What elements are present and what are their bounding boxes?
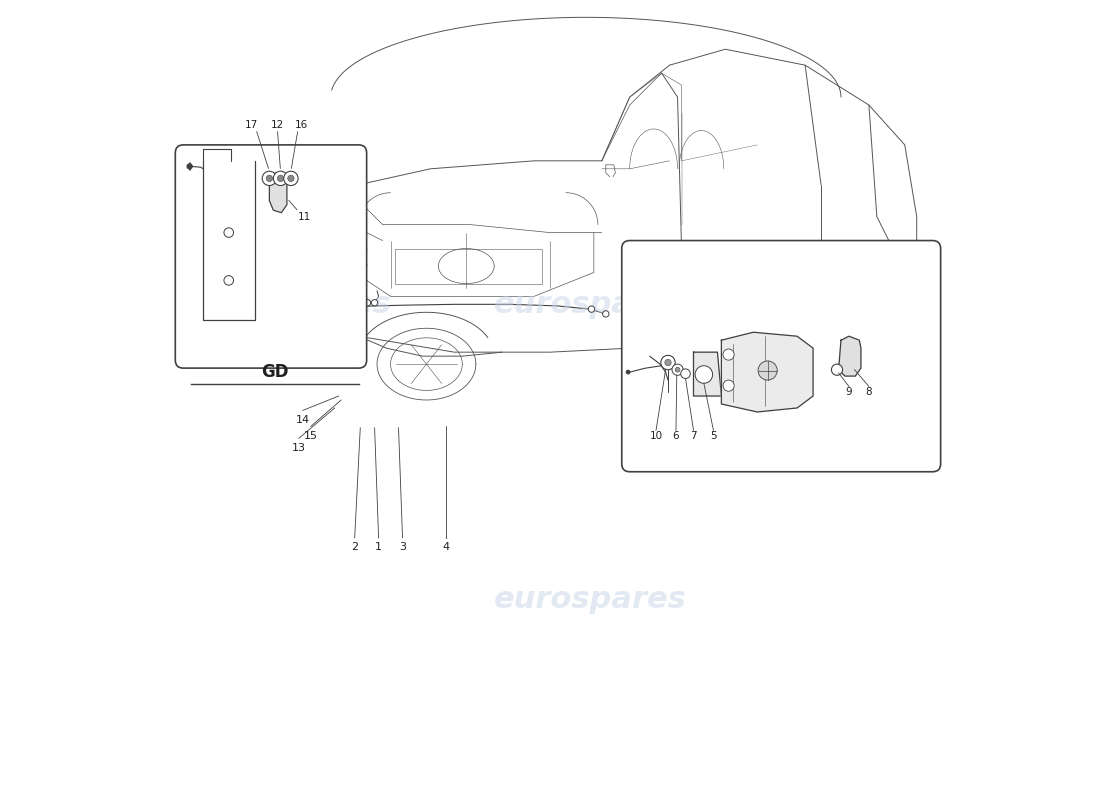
Circle shape — [723, 349, 734, 360]
Text: eurospares: eurospares — [198, 290, 392, 319]
Circle shape — [672, 364, 683, 375]
Text: 2: 2 — [351, 542, 359, 553]
Circle shape — [626, 370, 630, 374]
Circle shape — [661, 355, 675, 370]
Circle shape — [274, 171, 288, 186]
Polygon shape — [838, 336, 861, 376]
Circle shape — [364, 299, 371, 306]
Text: GD: GD — [261, 363, 288, 381]
Text: 11: 11 — [298, 212, 311, 222]
Circle shape — [277, 175, 284, 182]
Circle shape — [352, 299, 358, 306]
Circle shape — [832, 364, 843, 375]
Circle shape — [358, 299, 364, 306]
Polygon shape — [722, 332, 813, 412]
Text: 8: 8 — [866, 387, 872, 397]
Text: 13: 13 — [292, 443, 306, 453]
Text: 3: 3 — [399, 542, 406, 553]
Text: 12: 12 — [271, 120, 284, 130]
Text: 1: 1 — [375, 542, 382, 553]
Circle shape — [284, 171, 298, 186]
Circle shape — [224, 228, 233, 238]
Text: 16: 16 — [295, 120, 308, 130]
Text: 14: 14 — [296, 415, 310, 425]
Circle shape — [603, 310, 609, 317]
Polygon shape — [693, 352, 722, 396]
Text: 5: 5 — [711, 431, 717, 441]
Circle shape — [266, 175, 273, 182]
Circle shape — [723, 380, 734, 391]
Circle shape — [664, 359, 671, 366]
FancyBboxPatch shape — [621, 241, 940, 472]
Circle shape — [758, 361, 778, 380]
Circle shape — [681, 369, 691, 378]
Circle shape — [675, 367, 680, 372]
Polygon shape — [270, 173, 287, 213]
Circle shape — [262, 171, 276, 186]
Text: 6: 6 — [672, 431, 680, 441]
Text: 17: 17 — [244, 120, 257, 130]
Text: 15: 15 — [304, 431, 318, 441]
Circle shape — [187, 163, 192, 170]
Text: 7: 7 — [690, 431, 696, 441]
Circle shape — [288, 175, 294, 182]
FancyBboxPatch shape — [175, 145, 366, 368]
Circle shape — [372, 299, 377, 306]
Circle shape — [695, 366, 713, 383]
Text: 9: 9 — [846, 387, 852, 397]
Text: eurospares: eurospares — [494, 585, 686, 614]
Circle shape — [588, 306, 595, 312]
Text: eurospares: eurospares — [494, 290, 686, 319]
Text: 4: 4 — [443, 542, 450, 553]
Text: 10: 10 — [649, 431, 662, 441]
Circle shape — [224, 276, 233, 285]
